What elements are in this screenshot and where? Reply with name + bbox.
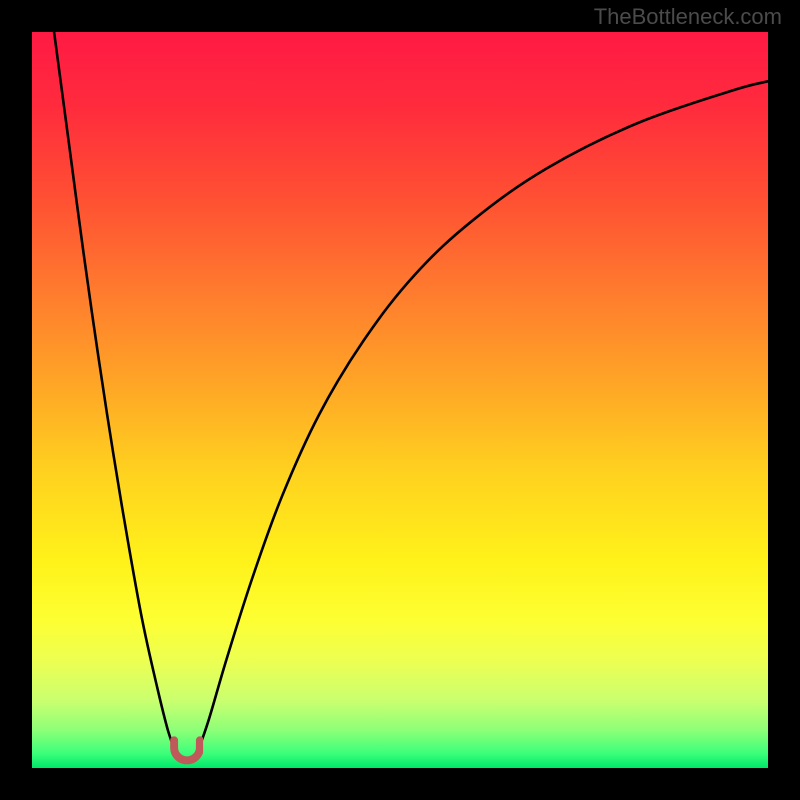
curve-layer — [32, 32, 768, 768]
curve-right — [198, 81, 768, 751]
plot-area — [32, 32, 768, 768]
watermark-text: TheBottleneck.com — [594, 4, 782, 30]
curve-left — [54, 32, 175, 752]
